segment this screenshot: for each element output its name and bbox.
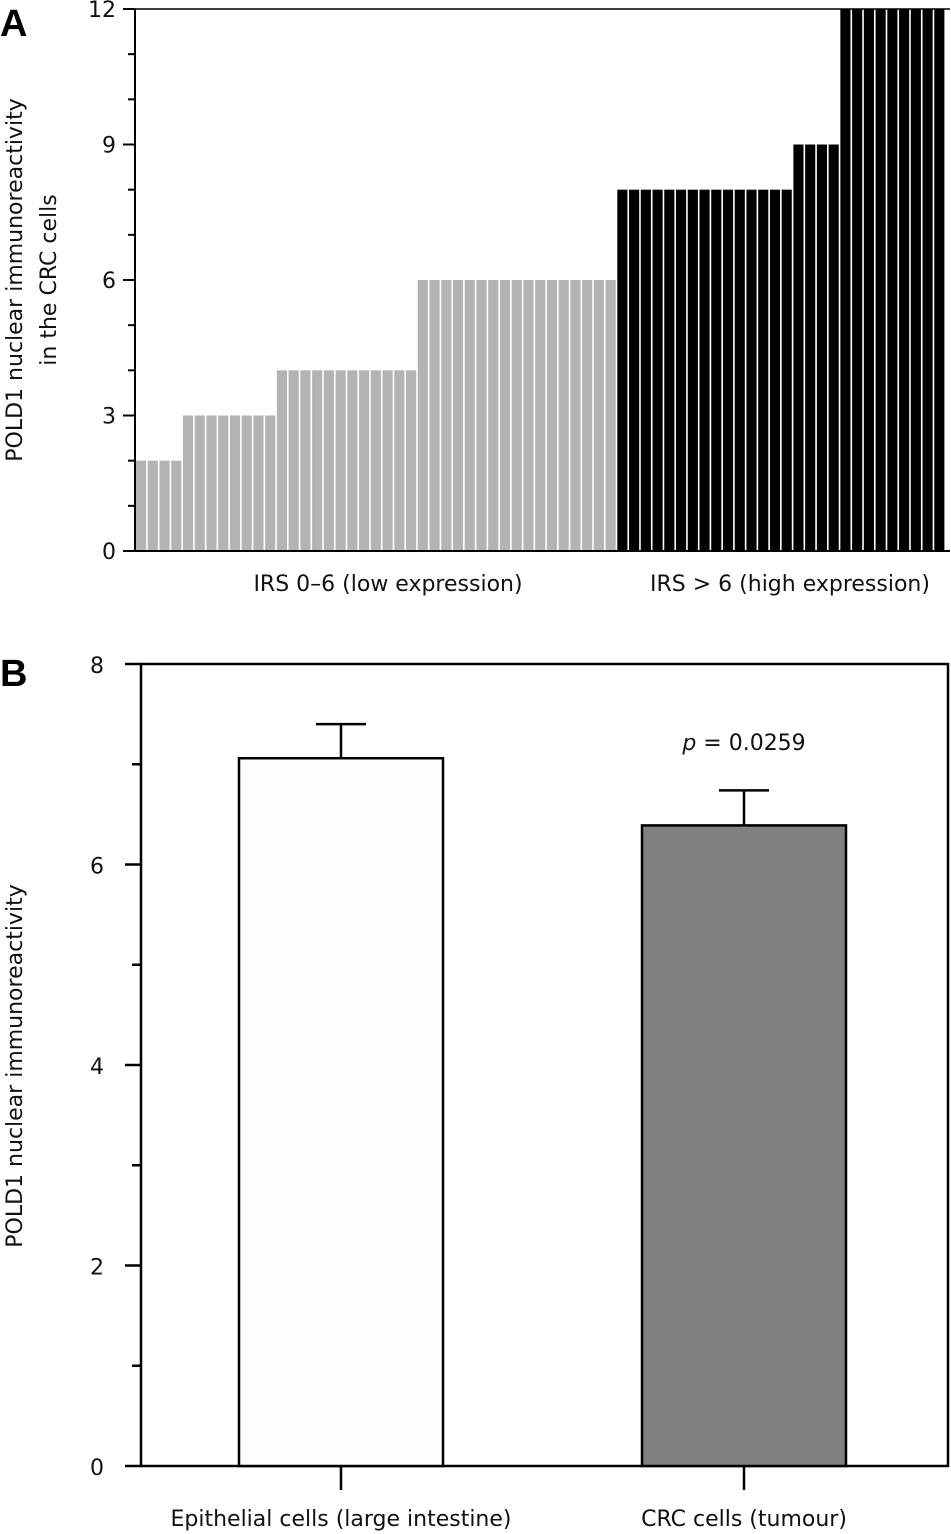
bar-low-irs-2 xyxy=(136,460,147,551)
bar-low-irs-6 xyxy=(476,280,487,551)
panel-label-b: B xyxy=(0,653,27,695)
panel-a-ytick-label: 0 xyxy=(102,540,116,565)
bar-high-irs-8 xyxy=(746,189,757,552)
bar-high-irs-8 xyxy=(652,189,663,552)
panel-a-ytick-label: 3 xyxy=(102,405,116,430)
bar-low-irs-6 xyxy=(535,280,546,551)
bar-low-irs-2 xyxy=(171,460,182,551)
panel-b-ytick-label: 4 xyxy=(90,1055,104,1080)
bar-low-irs-6 xyxy=(429,280,440,551)
panel-a-ytick-label: 6 xyxy=(102,269,116,294)
bar-low-irs-6 xyxy=(417,280,428,551)
bar-low-irs-6 xyxy=(452,280,464,551)
panel-b-chart: 0 2 4 6 8 xyxy=(90,654,950,1490)
bar-low-irs-3 xyxy=(229,415,241,551)
panel-b-ytick-label: 8 xyxy=(90,654,104,679)
panel-a-ytick-label: 12 xyxy=(88,0,116,23)
bar-low-irs-2 xyxy=(147,460,158,551)
bar-high-irs-12 xyxy=(875,9,886,551)
bar-high-irs-8 xyxy=(687,189,698,552)
panel-b-ytick-label: 6 xyxy=(90,855,104,880)
bar-high-irs-8 xyxy=(758,189,769,552)
bar-high-irs-12 xyxy=(852,9,863,551)
bar-high-irs-8 xyxy=(699,189,710,552)
bar-low-irs-6 xyxy=(593,280,604,551)
panel-b-xtick-label-epithelial: Epithelial cells (large intestine) xyxy=(170,1507,511,1532)
bar-high-irs-8 xyxy=(664,189,675,552)
panel-b-ytick-label: 2 xyxy=(90,1256,104,1281)
bar-high-irs-12 xyxy=(840,9,851,551)
panel-a-ylabel-line1: POLD1 nuclear immunoreactivity xyxy=(3,98,28,461)
bar-low-irs-4 xyxy=(323,370,334,551)
bar-low-irs-4 xyxy=(406,370,417,551)
bar-high-irs-9 xyxy=(828,144,839,551)
bar-high-irs-8 xyxy=(676,189,687,552)
bar-low-irs-3 xyxy=(265,415,276,551)
bar-low-irs-3 xyxy=(241,415,252,551)
bar-low-irs-6 xyxy=(464,280,475,551)
bar-low-irs-3 xyxy=(182,415,194,551)
bar-low-irs-6 xyxy=(605,280,616,551)
bar-high-irs-12 xyxy=(863,9,874,551)
bar-low-irs-4 xyxy=(288,370,299,551)
panel-b-ylabel: POLD1 nuclear immunoreactivity xyxy=(3,884,28,1247)
bar-low-irs-4 xyxy=(347,370,358,551)
bar-low-irs-6 xyxy=(488,280,499,551)
bar-low-irs-4 xyxy=(394,370,405,551)
bar-low-irs-4 xyxy=(276,370,288,551)
bar-high-irs-8 xyxy=(711,189,722,552)
bar-high-irs-8 xyxy=(781,189,792,552)
panel-b-ytick-label: 0 xyxy=(90,1456,104,1481)
bar-low-irs-6 xyxy=(570,280,581,551)
panel-b-xtick-label-crc: CRC cells (tumour) xyxy=(641,1507,847,1532)
bar-low-irs-3 xyxy=(218,415,229,551)
panel-a-chart: 0 3 6 9 12 xyxy=(88,0,950,565)
panel-a-ytick-label: 9 xyxy=(102,134,116,159)
bar-crc xyxy=(640,824,848,1468)
bar-high-irs-12 xyxy=(922,9,933,551)
bar-high-irs-9 xyxy=(793,144,804,551)
bar-low-irs-6 xyxy=(511,280,522,551)
bar-low-irs-4 xyxy=(359,370,370,551)
panel-a-ylabel-line2: in the CRC cells xyxy=(37,194,62,365)
bar-low-irs-4 xyxy=(312,370,323,551)
bar-low-irs-4 xyxy=(382,370,393,551)
bar-high-irs-12 xyxy=(934,9,945,551)
bar-high-irs-8 xyxy=(640,189,651,552)
bar-high-irs-12 xyxy=(887,9,898,551)
panel-a-group-label-high: IRS > 6 (high expression) xyxy=(650,572,930,597)
bar-low-irs-3 xyxy=(194,415,205,551)
panel-a-group-label-low: IRS 0–6 (low expression) xyxy=(253,572,522,597)
bar-low-irs-6 xyxy=(546,280,558,551)
bar-low-irs-3 xyxy=(253,415,264,551)
bar-low-irs-6 xyxy=(523,280,534,551)
bar-low-irs-4 xyxy=(370,370,381,551)
bar-high-irs-8 xyxy=(722,189,734,552)
bar-low-irs-2 xyxy=(159,460,170,551)
bar-low-irs-3 xyxy=(206,415,217,551)
bar-high-irs-8 xyxy=(734,189,745,552)
bar-high-irs-12 xyxy=(899,9,910,551)
bar-low-irs-6 xyxy=(499,280,511,551)
p-value-annotation: p = 0.0259 xyxy=(681,731,805,756)
bar-high-irs-12 xyxy=(910,9,921,551)
bar-high-irs-9 xyxy=(805,144,816,551)
bar-epithelial xyxy=(237,756,445,1468)
bar-high-irs-9 xyxy=(816,144,828,551)
p-value-text: = 0.0259 xyxy=(696,731,805,756)
bar-low-irs-6 xyxy=(441,280,452,551)
bar-high-irs-8 xyxy=(617,189,628,552)
bar-low-irs-4 xyxy=(300,370,311,551)
bar-low-irs-4 xyxy=(335,370,346,551)
bar-low-irs-6 xyxy=(582,280,593,551)
bar-high-irs-8 xyxy=(769,189,781,552)
panel-label-a: A xyxy=(0,3,27,45)
bar-high-irs-8 xyxy=(629,189,640,552)
bar-low-irs-6 xyxy=(558,280,569,551)
p-symbol: p xyxy=(681,731,696,756)
